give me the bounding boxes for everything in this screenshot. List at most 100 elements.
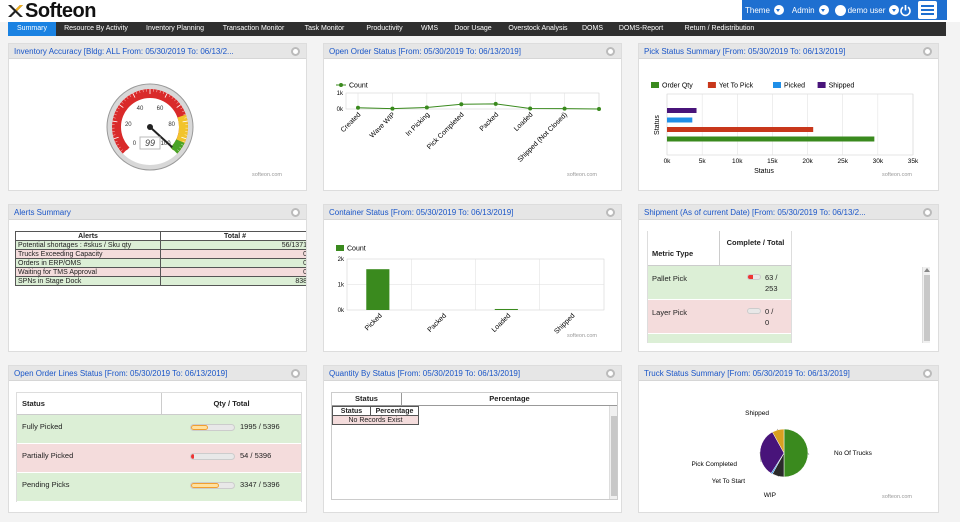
table-row[interactable]: Trucks Exceeding Capacity 0 (15, 249, 306, 259)
gauge-tick (115, 110, 118, 113)
slice-label: Pick Completed (691, 461, 737, 468)
nav-item-summary[interactable]: Summary (8, 22, 56, 36)
progress-bar (747, 308, 761, 314)
nav-item-productivity[interactable]: Productivity (366, 25, 403, 32)
bar[interactable] (494, 308, 518, 310)
bar[interactable] (366, 269, 390, 310)
table-row[interactable]: SPNs in Stage Dock 838 (15, 276, 306, 286)
y-tick-label: 0k (337, 107, 344, 113)
list-item[interactable]: Pallet Pick 63 / 253 (648, 266, 791, 300)
scroll-thumb[interactable] (611, 416, 617, 496)
nav-item-resource-by-activity[interactable]: Resource By Activity (64, 25, 128, 32)
gear-icon[interactable] (291, 369, 300, 378)
admin-menu[interactable]: Admin (792, 5, 829, 15)
gear-icon[interactable] (923, 369, 932, 378)
gauge-tick (135, 91, 138, 95)
watermark: softeon.com (882, 172, 912, 178)
gauge-tick (173, 150, 178, 155)
panel-title: Alerts Summary (14, 208, 71, 217)
metric-progress: 0 /0 (720, 300, 791, 333)
table-row[interactable]: Partially Picked 54 / 5396 (17, 444, 301, 473)
slice-label: Shipped (745, 410, 769, 417)
y-tick-label: 2k (338, 257, 345, 263)
chevron-down-icon (818, 5, 829, 15)
shipment-panel: Shipment (As of current Date) [From: 05/… (638, 204, 939, 352)
list-item[interactable]: Layer Pick 0 /0 (648, 300, 791, 334)
nav-item-doms-report[interactable]: DOMS-Report (618, 25, 664, 32)
alert-total: 0 (160, 267, 306, 277)
x-tick-label: In Picking (405, 111, 431, 137)
nav-item-inventory-planning[interactable]: Inventory Planning (146, 25, 204, 32)
gauge-tick (114, 113, 117, 116)
table-row[interactable]: Potential shortages : #skus / Sku qty 56/… (15, 240, 306, 250)
table-row[interactable]: Waiting for TMS Approval 0 (15, 267, 306, 277)
nav-item-return-redistribution[interactable]: Return / Redistribution (684, 25, 755, 32)
x-tick-label: 0k (664, 158, 672, 165)
list-item[interactable] (648, 334, 791, 343)
gear-icon[interactable] (606, 208, 615, 217)
nav-item-wms[interactable]: WMS (420, 25, 439, 32)
x-tick-label: Created (340, 111, 363, 134)
alert-name: Potential shortages : #skus / Sku qty (15, 240, 161, 250)
scrollbar[interactable] (609, 406, 617, 499)
bar[interactable] (667, 136, 875, 142)
watermark: softeon.com (567, 172, 597, 178)
nav-item-transaction-monitor[interactable]: Transaction Monitor (222, 25, 285, 32)
gear-icon[interactable] (606, 369, 615, 378)
gauge-tick-label: 100 (161, 141, 172, 147)
x-tick-label: Packed (479, 111, 501, 133)
progress-bar (190, 423, 235, 431)
gauge-tick (112, 134, 116, 136)
gauge-tick (177, 149, 180, 152)
gauge-tick (183, 113, 186, 116)
panel-header: Pick Status Summary [From: 05/30/2019 To… (639, 44, 938, 59)
menu-grid-icon[interactable] (918, 1, 937, 19)
qty-subtable: Status Percentage No Records Exist (332, 406, 419, 425)
brand-logo[interactable]: Softeon (6, 0, 96, 22)
panel-title: Shipment (As of current Date) [From: 05/… (644, 208, 866, 217)
scroll-thumb[interactable] (924, 275, 930, 341)
table-row[interactable]: Fully Picked 1995 / 5396 (17, 415, 301, 444)
y-tick-label: 0k (338, 308, 345, 314)
bar[interactable] (667, 108, 697, 113)
gear-icon[interactable] (291, 47, 300, 56)
panel-title: Open Order Status [From: 05/30/2019 To: … (329, 47, 521, 56)
bar[interactable] (667, 127, 814, 132)
nav-item-overstock-analysis[interactable]: Overstock Analysis (508, 25, 568, 32)
alerts-summary-panel: Alerts Summary Alerts Total # Potential s… (8, 204, 307, 352)
table-row[interactable]: Orders in ERP/OMS 0 (15, 258, 306, 268)
panel-header: Quantity By Status [From: 05/30/2019 To:… (324, 366, 621, 381)
x-tick-label: 35k (908, 158, 919, 165)
alert-name: SPNs in Stage Dock (15, 276, 161, 286)
gauge-tick (119, 104, 124, 108)
quantity-by-status-panel: Quantity By Status [From: 05/30/2019 To:… (323, 365, 622, 513)
gear-icon[interactable] (923, 47, 932, 56)
nav-item-door-usage[interactable]: Door Usage (454, 25, 492, 32)
table-row[interactable]: Pending Picks 3347 / 5396 (17, 473, 301, 502)
panel-title: Pick Status Summary [From: 05/30/2019 To… (644, 47, 846, 56)
legend-swatch (817, 82, 826, 88)
power-icon[interactable] (896, 1, 915, 19)
gauge-tick (120, 149, 123, 152)
x-tick-label: 15k (767, 158, 778, 165)
gauge-tick (182, 110, 185, 113)
gear-icon[interactable] (291, 208, 300, 217)
user-menu[interactable]: demo user (834, 4, 900, 16)
scroll-up-icon[interactable] (924, 268, 930, 272)
bar[interactable] (667, 117, 693, 123)
x-tick-label: 25k (837, 158, 848, 165)
y-tick-label: 1k (338, 283, 345, 289)
y-axis-label: Status (654, 115, 661, 135)
gear-icon[interactable] (606, 47, 615, 56)
col-qty-total: Qty / Total (213, 399, 250, 408)
nav-item-task-monitor[interactable]: Task Monitor (304, 25, 345, 32)
watermark: softeon.com (252, 172, 282, 178)
scrollbar[interactable] (922, 267, 930, 343)
nav-item-doms[interactable]: DOMS (582, 25, 603, 32)
col-percentage: Percentage (489, 394, 530, 403)
panel-title: Truck Status Summary [From: 05/30/2019 T… (644, 369, 850, 378)
total-count: 0 (765, 318, 770, 327)
theme-menu[interactable]: Theme (745, 5, 784, 15)
gear-icon[interactable] (923, 208, 932, 217)
pie-slice[interactable] (783, 428, 809, 478)
